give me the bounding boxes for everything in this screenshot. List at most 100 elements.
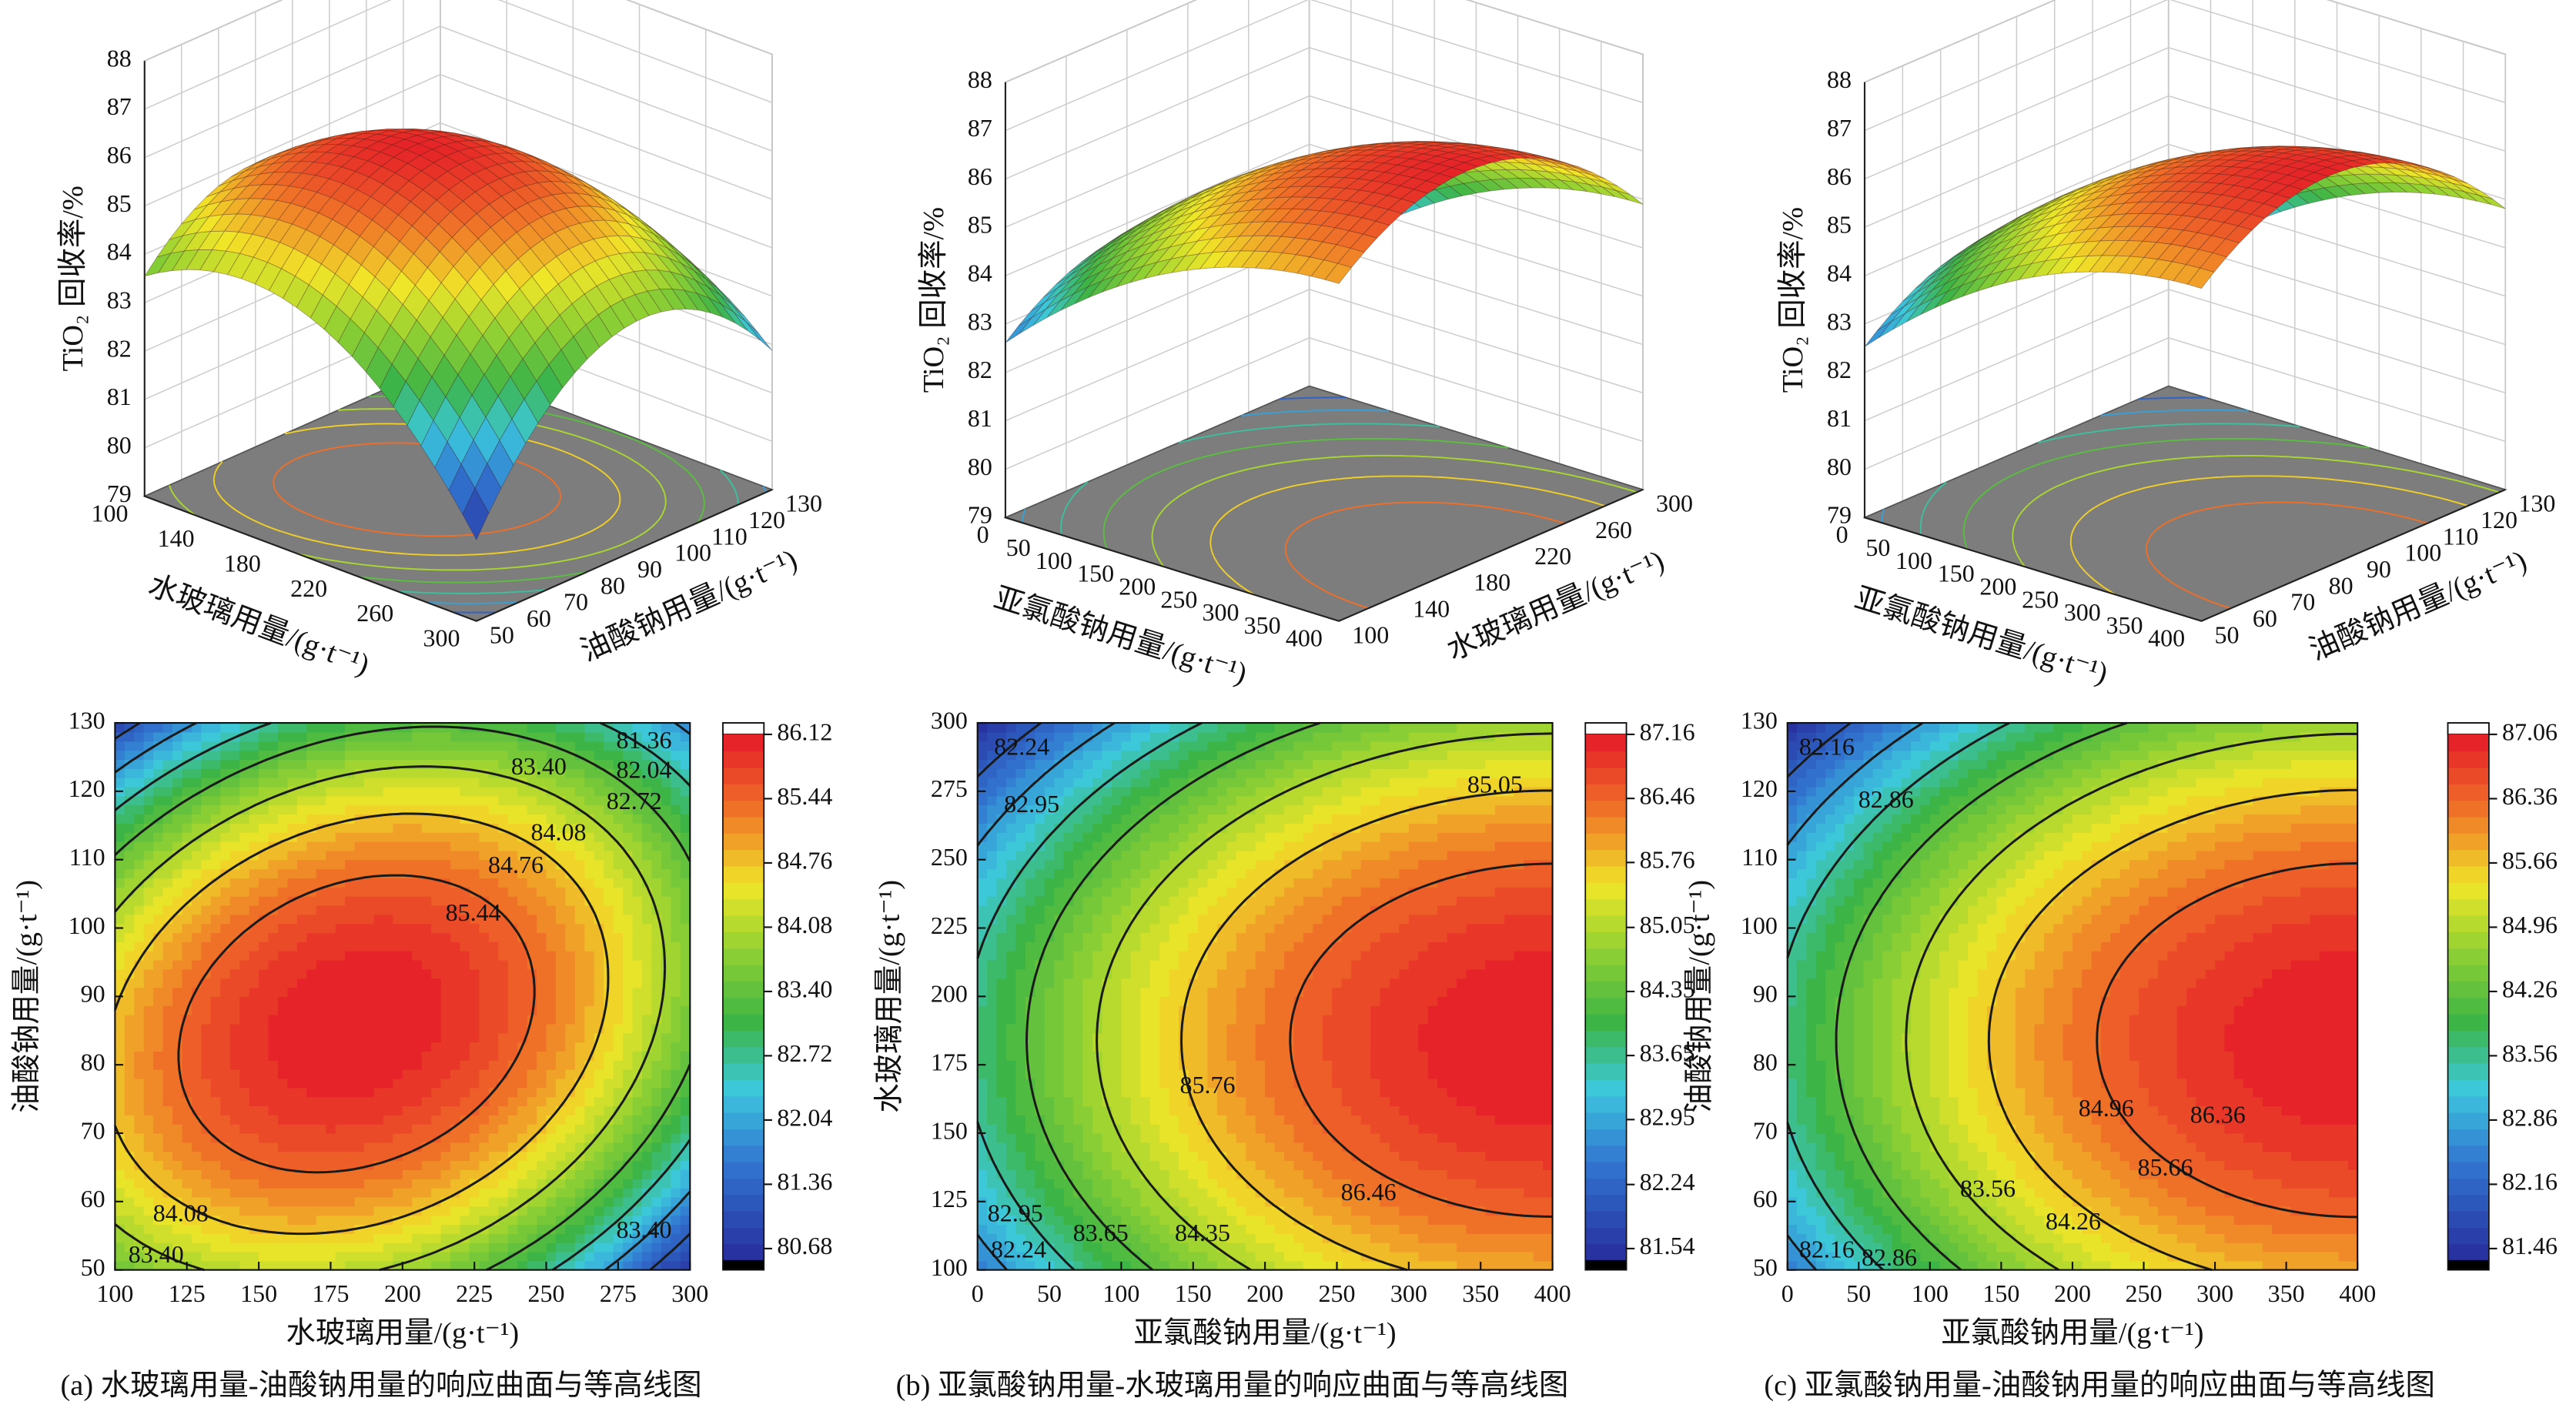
x-tick-label: 250 — [2022, 585, 2059, 613]
contour-band — [613, 1059, 634, 1070]
contour-band — [220, 1214, 289, 1226]
contour-band — [1216, 1142, 1247, 1152]
contour-band — [479, 831, 519, 842]
z-tick-label: 82 — [107, 334, 132, 362]
contour-band — [172, 1242, 212, 1252]
contour-band — [1226, 1023, 1256, 1034]
contour-band — [220, 986, 250, 997]
contour-band — [584, 941, 605, 951]
contour-band — [201, 804, 222, 815]
contour-band — [1102, 895, 1132, 906]
contour-band — [124, 1032, 145, 1043]
contour-band — [671, 1023, 681, 1034]
contour-band — [115, 749, 125, 761]
colorbar-step — [722, 1079, 764, 1097]
contour-band — [1835, 1206, 1845, 1216]
z-tick-label: 80 — [1827, 453, 1852, 480]
contour-band — [172, 841, 183, 851]
contour-band — [268, 931, 308, 942]
contour-band — [1284, 959, 1314, 970]
contour-band — [1073, 959, 1093, 970]
contour-band — [632, 941, 653, 951]
contour-band — [1159, 1251, 1179, 1262]
contour-band — [1063, 986, 1084, 997]
colorbar-step — [1585, 783, 1627, 801]
contour-band — [249, 986, 289, 997]
contour-band — [1130, 959, 1151, 970]
contour-band — [259, 758, 279, 769]
contour-band — [527, 1032, 547, 1043]
contour-band — [1854, 1187, 1874, 1198]
contour-band — [182, 768, 202, 778]
contour-band — [115, 813, 135, 824]
contour-band — [977, 978, 988, 988]
y-tick-label: 110 — [2443, 522, 2479, 550]
contour-band — [1054, 1142, 1075, 1152]
contour-band — [1380, 995, 1439, 1006]
contour-band — [1179, 1159, 1209, 1171]
contour-band — [661, 1196, 672, 1207]
contour-band — [124, 1223, 145, 1234]
colorbar-tick-label: 87.16 — [1640, 717, 1695, 745]
contour-band — [450, 1142, 480, 1152]
contour-band — [574, 1087, 586, 1098]
contour-band — [507, 1114, 537, 1125]
contour-band — [134, 995, 155, 1006]
contour-band — [517, 1260, 528, 1271]
contour-band — [124, 986, 135, 997]
contour-band — [153, 895, 173, 906]
contour-band — [1006, 922, 1017, 934]
contour-band — [460, 905, 500, 915]
y-tick-label: 70 — [564, 588, 588, 616]
contour-band — [517, 1041, 547, 1052]
contour-band — [604, 1005, 624, 1015]
contour-band — [565, 895, 586, 906]
contour-band — [1149, 1105, 1170, 1115]
contour-band — [1006, 950, 1026, 961]
contour-band — [671, 1014, 681, 1025]
contour-band — [488, 1196, 509, 1207]
contour-band — [1197, 1105, 1218, 1115]
contour-band — [565, 1169, 576, 1179]
contour-band — [555, 1050, 576, 1061]
contour-band — [182, 1050, 202, 1061]
contour-band — [584, 1032, 595, 1043]
contour-band — [1313, 822, 1362, 833]
contour-band — [469, 886, 509, 897]
contour-band — [632, 1123, 643, 1134]
contour-band — [661, 1014, 672, 1025]
contour-band — [1939, 1206, 1959, 1216]
contour-band — [1092, 1159, 1112, 1171]
contour-band — [421, 822, 500, 833]
contour-band — [632, 1114, 653, 1125]
contour-band — [1207, 1123, 1228, 1134]
contour-band — [632, 986, 653, 997]
contour-band — [517, 1050, 537, 1061]
contour-band — [1322, 786, 1362, 797]
contour-band — [546, 931, 567, 942]
contour-band — [574, 978, 595, 988]
contour-band — [1284, 786, 1323, 797]
contour-band — [623, 905, 643, 915]
contour-band — [1044, 1023, 1065, 1034]
contour-band — [642, 1169, 653, 1179]
contour-band — [239, 831, 269, 842]
y-tick-label: 120 — [748, 506, 785, 533]
contour-band — [220, 795, 241, 806]
contour-band — [2290, 1206, 2359, 1216]
contour-band — [1102, 986, 1122, 997]
contour-band — [172, 786, 183, 797]
contour-band — [1159, 1005, 1179, 1015]
contour-band — [143, 1223, 173, 1234]
contour-band — [1082, 1260, 1103, 1271]
contour-band — [996, 1132, 1017, 1143]
contour-band — [134, 1151, 155, 1162]
contour-band — [1044, 986, 1065, 997]
contour-band — [1322, 1014, 1371, 1025]
x-tick-label: 350 — [1244, 611, 1281, 639]
contour-band — [651, 959, 662, 970]
contour-band — [259, 768, 279, 778]
contour-band — [632, 1214, 643, 1226]
contour-band — [623, 1196, 643, 1207]
contour-band — [421, 1206, 451, 1216]
